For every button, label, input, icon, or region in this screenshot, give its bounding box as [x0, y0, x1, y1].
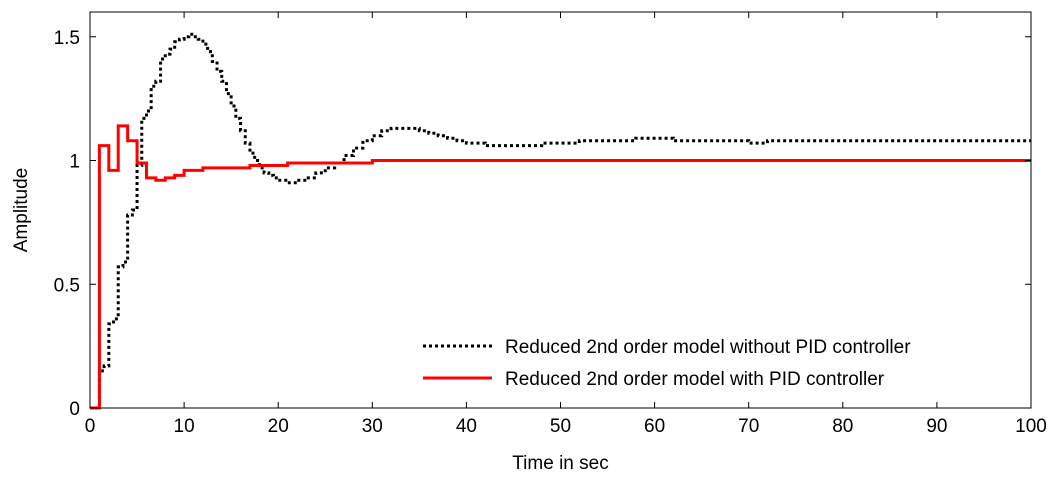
axis-ticks: 0 10 20 30 40 50 60 70 80 90 100 0 0.5 1 1.5	[54, 12, 1047, 437]
series-line-without-pid	[90, 32, 1031, 410]
x-tick-label: 80	[832, 416, 853, 437]
x-tick-label: 100	[1015, 416, 1047, 437]
x-tick-label: 50	[550, 416, 571, 437]
x-tick-label: 90	[926, 416, 947, 437]
x-tick-label: 60	[644, 416, 665, 437]
legend: Reduced 2nd order model without PID cont…	[423, 337, 911, 390]
x-axis-title: Time in sec	[512, 453, 608, 474]
x-tick-label: 30	[362, 416, 383, 437]
legend-label-without-pid: Reduced 2nd order model without PID cont…	[505, 337, 911, 358]
x-tick-label: 40	[456, 416, 477, 437]
series-layer	[90, 32, 1031, 410]
y-tick-label: 1	[69, 152, 80, 173]
x-tick-label: 0	[85, 416, 96, 437]
y-tick-label: 1.5	[54, 28, 80, 49]
y-tick-label: 0.5	[54, 275, 80, 296]
x-tick-label: 20	[268, 416, 289, 437]
legend-label-with-pid: Reduced 2nd order model with PID control…	[505, 369, 885, 390]
y-axis-title: Amplitude	[11, 168, 32, 253]
x-tick-label: 10	[174, 416, 195, 437]
y-tick-label: 0	[69, 399, 80, 420]
series-line-with-pid	[90, 124, 1031, 410]
x-tick-label: 70	[738, 416, 759, 437]
